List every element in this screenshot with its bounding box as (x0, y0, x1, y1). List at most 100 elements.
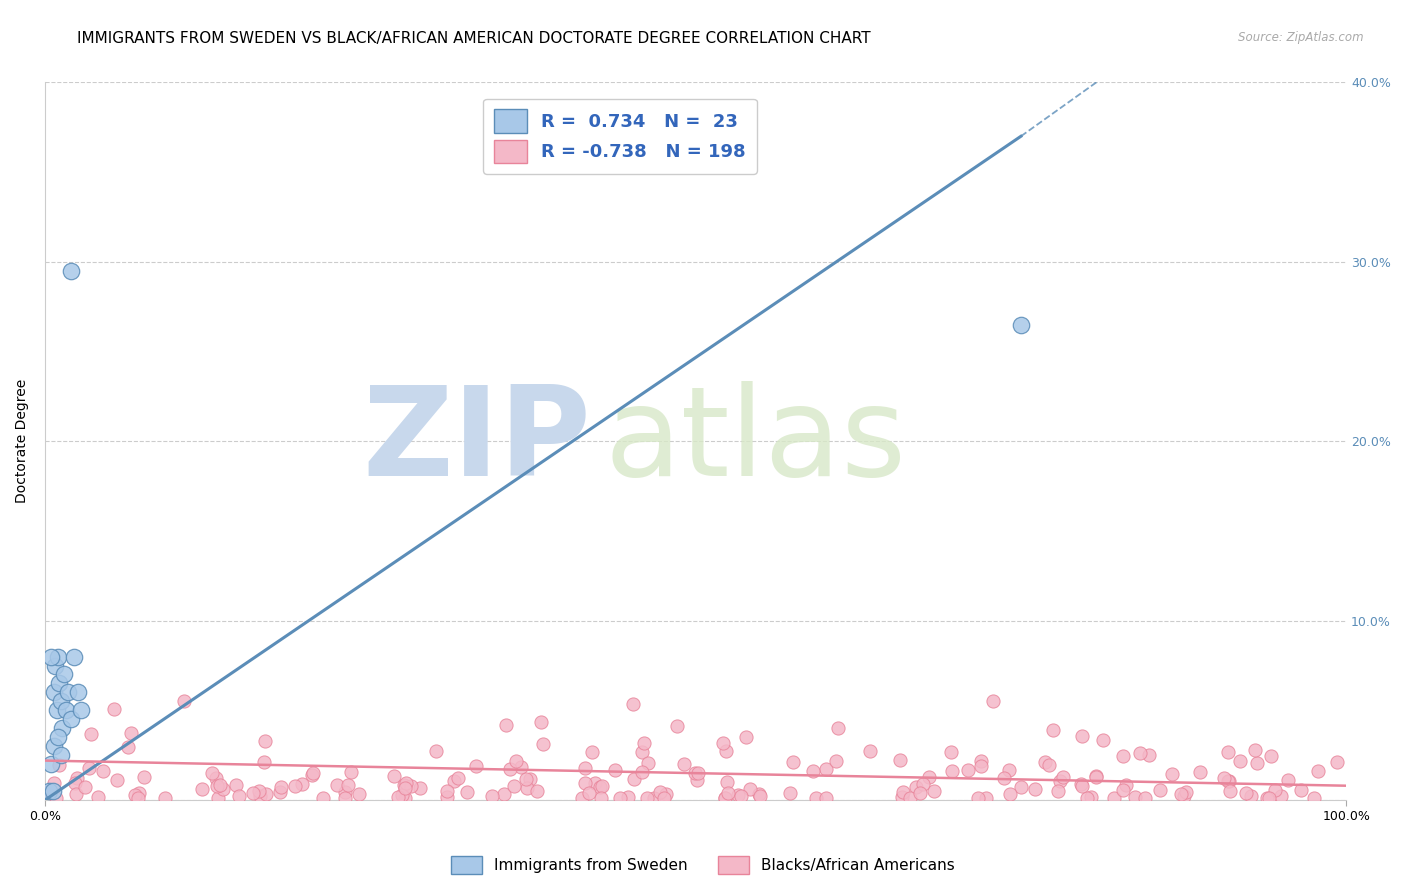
Point (648, 784, 671, 798)
Point (1070, 729, 1092, 743)
Point (391, 788, 413, 802)
Point (1170, 787, 1192, 801)
Point (70, 703, 93, 717)
Point (738, 782, 761, 797)
Point (494, 787, 516, 801)
Text: ZIP: ZIP (363, 381, 592, 502)
Point (904, 780, 927, 795)
Legend: Immigrants from Sweden, Blacks/African Americans: Immigrants from Sweden, Blacks/African A… (446, 850, 960, 880)
Point (1042, 723, 1064, 737)
Point (1091, 733, 1114, 747)
Point (38, 784, 60, 798)
Point (531, 737, 554, 751)
Point (45, 703, 67, 717)
Point (578, 786, 600, 800)
Point (621, 697, 644, 711)
Point (1229, 754, 1251, 768)
Point (589, 791, 612, 805)
Point (714, 744, 737, 758)
Point (571, 790, 593, 805)
Point (225, 778, 247, 792)
Point (609, 791, 631, 805)
Point (436, 790, 458, 805)
Point (734, 730, 756, 744)
Point (41, 649, 63, 664)
Point (35, 784, 58, 798)
Point (503, 780, 526, 794)
Point (46, 649, 69, 664)
Point (73, 780, 96, 794)
Point (1246, 756, 1268, 771)
Point (425, 743, 447, 757)
Point (1000, 787, 1022, 801)
Point (1326, 755, 1348, 769)
Point (652, 791, 675, 805)
Point (976, 791, 998, 805)
Point (124, 788, 146, 802)
Point (48, 676, 70, 690)
Point (939, 745, 962, 759)
Point (349, 787, 371, 801)
Point (394, 791, 416, 805)
Point (191, 782, 214, 797)
Point (44, 776, 66, 790)
Point (291, 777, 314, 791)
Point (270, 780, 292, 795)
Point (779, 786, 801, 800)
Point (382, 769, 405, 783)
Point (686, 766, 709, 780)
Point (824, 755, 846, 769)
Point (49, 748, 72, 763)
Point (58, 685, 80, 699)
Point (51, 721, 73, 735)
Point (49, 694, 72, 708)
Point (1085, 770, 1108, 784)
Point (1303, 790, 1326, 805)
Point (53, 667, 76, 681)
Point (42, 739, 65, 754)
Point (1234, 786, 1257, 800)
Point (63, 776, 86, 790)
Point (253, 756, 276, 770)
Point (302, 766, 325, 780)
Point (583, 776, 606, 790)
Point (1149, 783, 1171, 797)
Point (284, 780, 307, 794)
Point (1071, 779, 1094, 793)
Point (333, 790, 356, 805)
Point (153, 791, 176, 805)
Point (436, 784, 458, 798)
Point (1289, 783, 1312, 797)
Point (727, 789, 749, 803)
Legend: R =  0.734   N =  23, R = -0.738   N = 198: R = 0.734 N = 23, R = -0.738 N = 198 (484, 99, 756, 174)
Point (1038, 757, 1060, 772)
Point (456, 785, 478, 799)
Point (912, 777, 935, 791)
Point (717, 786, 740, 800)
Point (48, 757, 70, 772)
Point (1219, 783, 1241, 797)
Point (1125, 789, 1147, 804)
Point (103, 702, 125, 716)
Point (443, 774, 465, 789)
Point (686, 773, 709, 788)
Point (782, 755, 804, 769)
Point (908, 786, 931, 800)
Point (655, 787, 678, 801)
Point (495, 718, 517, 732)
Point (859, 744, 882, 758)
Point (325, 778, 347, 792)
Point (519, 772, 541, 786)
Point (970, 754, 993, 768)
Point (530, 714, 553, 729)
Point (1033, 756, 1056, 770)
Point (605, 763, 627, 777)
Point (589, 780, 612, 794)
Point (1111, 783, 1133, 797)
Point (941, 764, 963, 778)
Point (117, 740, 139, 755)
Point (91, 764, 114, 778)
Point (1102, 791, 1125, 805)
Point (212, 781, 235, 796)
Point (814, 791, 837, 805)
